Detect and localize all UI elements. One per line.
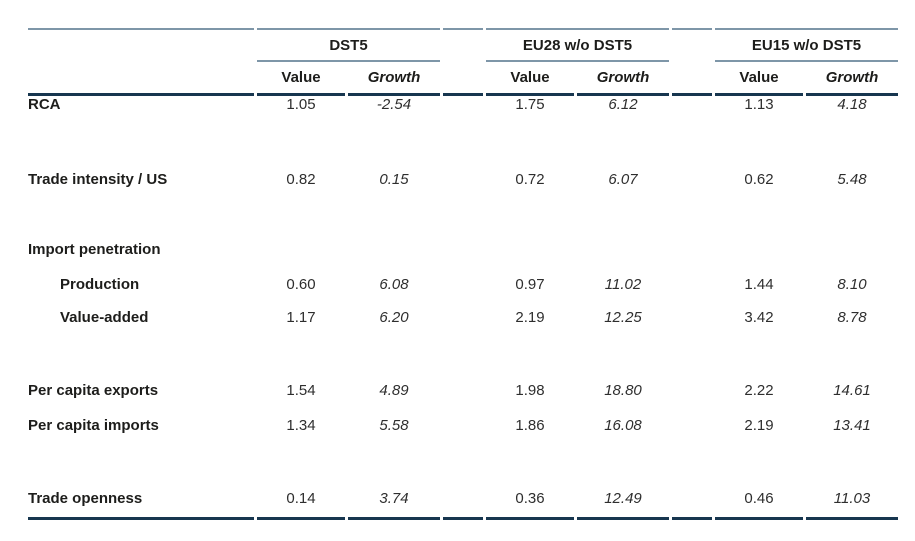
column-group-eu28: EU28 w/o DST5	[486, 28, 669, 62]
spacer-cell	[443, 171, 483, 241]
spacer-cell	[443, 490, 483, 520]
value-subheader: Value	[257, 62, 345, 96]
column-group-dst5: DST5	[257, 28, 440, 62]
row-label-per-capita-exports: Per capita exports	[28, 382, 159, 399]
spacer-cell	[443, 309, 483, 382]
growth-cell: 4.89	[379, 382, 409, 399]
row-label-production: Production	[60, 276, 140, 293]
row-label-trade-openness: Trade openness	[28, 490, 254, 520]
spacer-cell	[672, 28, 712, 62]
spacer-cell	[672, 309, 712, 382]
spacer-cell	[672, 417, 712, 490]
growth-cell: 4.18	[837, 96, 867, 113]
table-row-rca: RCA 1.05 -2.54 1.75 6.12 1.13 4.18	[28, 96, 898, 171]
growth-cell: 12.49	[577, 490, 669, 520]
value-cell: 1.13	[744, 96, 774, 113]
growth-cell: 6.20	[379, 309, 409, 326]
table-row-trade-openness: Trade openness 0.14 3.74 0.36 12.49 0.46…	[28, 490, 898, 520]
spacer-cell	[672, 96, 712, 171]
column-group-header-row: DST5 EU28 w/o DST5 EU15 w/o DST5	[28, 28, 898, 62]
table-row-production: Production 0.60 6.08 0.97 11.02 1.44 8.1…	[28, 276, 898, 309]
spacer-cell	[672, 276, 712, 309]
spacer-cell	[443, 96, 483, 171]
spacer-cell	[672, 490, 712, 520]
growth-cell: 5.58	[379, 417, 409, 434]
row-label-trade-intensity: Trade intensity / US	[28, 171, 168, 188]
value-cell: 1.05	[286, 96, 316, 113]
growth-cell	[577, 241, 669, 276]
value-cell: 2.19	[744, 417, 774, 434]
row-label-rca: RCA	[28, 96, 61, 113]
table-row-import-penetration: Import penetration	[28, 241, 898, 276]
spacer-cell	[443, 241, 483, 276]
spacer-cell	[443, 62, 483, 96]
value-cell: 0.82	[286, 171, 316, 188]
value-cell: 1.75	[515, 96, 545, 113]
header-corner-cell	[28, 28, 254, 62]
row-label-per-capita-imports: Per capita imports	[28, 417, 159, 434]
growth-subheader: Growth	[577, 62, 669, 96]
growth-cell: 3.74	[348, 490, 440, 520]
spacer-cell	[443, 417, 483, 490]
value-cell: 1.86	[515, 417, 545, 434]
growth-cell: 8.10	[837, 276, 867, 293]
value-cell: 0.62	[744, 171, 774, 188]
value-cell: 0.14	[257, 490, 345, 520]
row-label-import-penetration: Import penetration	[28, 241, 161, 258]
spacer-cell	[672, 62, 712, 96]
value-cell: 1.44	[744, 276, 774, 293]
value-cell: 0.97	[515, 276, 545, 293]
growth-cell: 16.08	[604, 417, 642, 434]
value-cell: 3.42	[744, 309, 774, 326]
growth-cell: 14.61	[833, 382, 871, 399]
growth-subheader: Growth	[348, 62, 440, 96]
value-cell: 1.17	[286, 309, 316, 326]
table-row-per-capita-imports: Per capita imports 1.34 5.58 1.86 16.08 …	[28, 417, 898, 490]
column-group-eu15: EU15 w/o DST5	[715, 28, 898, 62]
growth-cell	[806, 241, 898, 276]
spacer-cell	[672, 171, 712, 241]
table-row-trade-intensity: Trade intensity / US 0.82 0.15 0.72 6.07…	[28, 171, 898, 241]
value-cell: 2.22	[744, 382, 774, 399]
growth-cell: 5.48	[837, 171, 867, 188]
value-cell: 2.19	[515, 309, 545, 326]
value-subheader: Value	[715, 62, 803, 96]
growth-cell: -2.54	[376, 96, 412, 113]
trade-statistics-table: DST5 EU28 w/o DST5 EU15 w/o DST5 Value G…	[25, 28, 901, 520]
growth-cell: 8.78	[837, 309, 867, 326]
value-cell: 1.98	[515, 382, 545, 399]
value-cell	[486, 241, 574, 276]
header-corner-cell	[28, 62, 254, 96]
table-row-value-added: Value-added 1.17 6.20 2.19 12.25 3.42 8.…	[28, 309, 898, 382]
subheader-row: Value Growth Value Growth Value Growth	[28, 62, 898, 96]
growth-cell: 11.03	[806, 490, 898, 520]
growth-cell: 6.08	[379, 276, 409, 293]
spacer-cell	[443, 28, 483, 62]
spacer-cell	[672, 241, 712, 276]
growth-cell: 13.41	[833, 417, 871, 434]
value-subheader: Value	[486, 62, 574, 96]
growth-cell: 6.07	[608, 171, 638, 188]
table-row-per-capita-exports: Per capita exports 1.54 4.89 1.98 18.80 …	[28, 382, 898, 417]
growth-subheader: Growth	[806, 62, 898, 96]
spacer-cell	[443, 276, 483, 309]
value-cell: 1.34	[286, 417, 316, 434]
value-cell: 0.46	[715, 490, 803, 520]
row-label-value-added: Value-added	[60, 309, 149, 326]
value-cell: 1.54	[286, 382, 316, 399]
spacer-cell	[443, 382, 483, 417]
growth-cell	[348, 241, 440, 276]
value-cell: 0.72	[515, 171, 545, 188]
value-cell: 0.60	[286, 276, 316, 293]
value-cell: 0.36	[486, 490, 574, 520]
spacer-cell	[672, 382, 712, 417]
growth-cell: 11.02	[604, 276, 642, 293]
value-cell	[715, 241, 803, 276]
growth-cell: 12.25	[604, 309, 642, 326]
value-cell	[257, 241, 345, 276]
growth-cell: 6.12	[608, 96, 638, 113]
growth-cell: 18.80	[604, 382, 642, 399]
growth-cell: 0.15	[379, 171, 409, 188]
